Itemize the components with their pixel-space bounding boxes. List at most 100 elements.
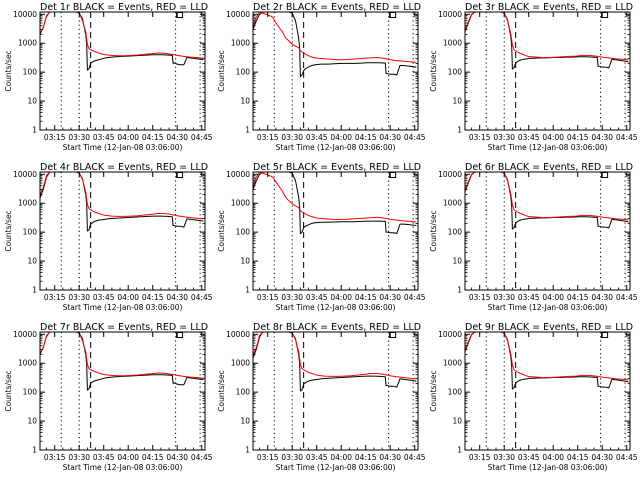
panel-7: Det 7r BLACK = Events, RED = LLD 1 10 100 10… <box>4 322 213 472</box>
x-tick-label: 04:15 <box>567 453 589 462</box>
y-tick-label: 10000 <box>226 170 250 179</box>
panel-title: Det 8r BLACK = Events, RED = LLD <box>253 322 421 333</box>
plot-frame <box>252 171 419 291</box>
panel-4: Det 4r BLACK = Events, RED = LLD 1 10 100 10… <box>4 162 213 312</box>
x-axis-label: Start Time (12-Jan-08 03:06:00) <box>63 143 183 152</box>
x-tick-label: 04:45 <box>404 293 426 302</box>
x-tick-label: 04:30 <box>166 453 188 462</box>
y-tick-label: 1 <box>245 126 250 135</box>
y-tick-label: 1 <box>32 126 37 135</box>
panel-title: Det 5r BLACK = Events, RED = LLD <box>253 162 421 173</box>
x-tick-label: 03:30 <box>68 133 90 142</box>
plot-frame <box>464 11 631 131</box>
x-tick-label: 03:45 <box>93 293 115 302</box>
x-tick-label: 04:15 <box>355 293 377 302</box>
x-tick-label: 04:00 <box>542 453 564 462</box>
y-tick-label: 100 <box>23 68 38 77</box>
y-axis-label: Counts/sec <box>4 370 13 411</box>
series-events-line <box>465 172 629 230</box>
series-lld-line <box>465 332 629 381</box>
panel-title: Det 1r BLACK = Events, RED = LLD <box>40 2 208 13</box>
y-tick-label: 10000 <box>13 330 37 339</box>
x-tick-label: 04:00 <box>117 133 139 142</box>
x-tick-label: 04:00 <box>117 453 139 462</box>
panel-6: Det 6r BLACK = Events, RED = LLD 1 10 100 10… <box>429 162 638 312</box>
panel-5: Det 5r BLACK = Events, RED = LLD 1 10 100 10… <box>217 162 426 312</box>
x-tick-label: 03:45 <box>518 293 540 302</box>
x-tick-label: 04:30 <box>166 133 188 142</box>
y-tick-label: 1000 <box>443 39 462 48</box>
x-tick-label: 03:15 <box>469 293 491 302</box>
y-tick-label: 1 <box>457 126 462 135</box>
x-tick-label: 04:00 <box>330 453 352 462</box>
y-tick-label: 10 <box>240 97 250 106</box>
x-tick-label: 04:45 <box>191 453 213 462</box>
y-tick-label: 1000 <box>443 359 462 368</box>
x-tick-label: 04:45 <box>616 293 638 302</box>
x-tick-label: 04:45 <box>191 133 213 142</box>
series-lld-line <box>40 172 204 220</box>
panel-title: Det 6r BLACK = Events, RED = LLD <box>465 162 633 173</box>
y-tick-label: 1000 <box>443 199 462 208</box>
x-tick-label: 04:15 <box>142 293 164 302</box>
x-tick-label: 04:00 <box>542 293 564 302</box>
x-tick-label: 04:30 <box>591 453 613 462</box>
plot-frame <box>464 171 631 291</box>
x-tick-label: 04:15 <box>355 133 377 142</box>
y-tick-label: 1000 <box>231 39 250 48</box>
series-lld-line <box>465 12 629 61</box>
plot-frame <box>252 331 419 451</box>
y-tick-label: 10000 <box>13 10 37 19</box>
x-tick-label: 03:15 <box>44 293 66 302</box>
y-tick-label: 1 <box>457 446 462 455</box>
plot-frame <box>252 11 419 131</box>
panel-9: Det 9r BLACK = Events, RED = LLD 1 10 100 10… <box>429 322 638 472</box>
x-tick-label: 04:30 <box>166 293 188 302</box>
series-events-line <box>253 12 417 78</box>
y-axis-label: Counts/sec <box>429 210 438 251</box>
x-axis-label: Start Time (12-Jan-08 03:06:00) <box>276 463 396 472</box>
y-tick-label: 10 <box>452 257 462 266</box>
x-tick-label: 03:30 <box>281 293 303 302</box>
series-events-line <box>40 332 204 391</box>
x-tick-label: 03:30 <box>68 453 90 462</box>
y-tick-label: 1 <box>245 286 250 295</box>
y-tick-label: 1000 <box>231 359 250 368</box>
x-tick-label: 04:45 <box>191 293 213 302</box>
x-tick-label: 04:15 <box>355 453 377 462</box>
y-tick-label: 100 <box>236 388 251 397</box>
x-tick-label: 03:30 <box>281 453 303 462</box>
x-tick-label: 04:00 <box>330 133 352 142</box>
series-lld-line <box>40 332 204 379</box>
panel-3: Det 3r BLACK = Events, RED = LLD 1 10 100 10… <box>429 2 638 152</box>
x-tick-label: 04:30 <box>379 453 401 462</box>
x-tick-label: 04:45 <box>616 453 638 462</box>
x-tick-label: 03:45 <box>306 293 328 302</box>
x-tick-label: 04:30 <box>591 133 613 142</box>
x-tick-label: 04:45 <box>616 133 638 142</box>
x-tick-label: 03:15 <box>469 133 491 142</box>
x-tick-label: 04:15 <box>142 133 164 142</box>
x-tick-label: 04:15 <box>142 453 164 462</box>
x-tick-label: 04:30 <box>379 293 401 302</box>
x-tick-label: 03:45 <box>306 133 328 142</box>
panel-title: Det 9r BLACK = Events, RED = LLD <box>465 322 633 333</box>
x-tick-label: 03:15 <box>257 453 279 462</box>
y-tick-label: 1000 <box>231 199 250 208</box>
x-axis-label: Start Time (12-Jan-08 03:06:00) <box>276 143 396 152</box>
series-lld-line <box>40 12 204 59</box>
y-tick-label: 1000 <box>18 39 37 48</box>
series-lld-line <box>465 172 629 221</box>
series-events-line <box>465 12 629 70</box>
series-events-line <box>253 172 417 235</box>
panel-title: Det 2r BLACK = Events, RED = LLD <box>253 2 421 13</box>
y-tick-label: 10 <box>27 417 37 426</box>
y-tick-label: 10 <box>452 417 462 426</box>
y-tick-label: 100 <box>448 228 463 237</box>
y-axis-label: Counts/sec <box>217 370 226 411</box>
series-events-line <box>253 332 417 392</box>
series-events-line <box>40 12 204 71</box>
x-tick-label: 04:15 <box>567 133 589 142</box>
y-axis-label: Counts/sec <box>429 50 438 91</box>
x-tick-label: 04:00 <box>117 293 139 302</box>
